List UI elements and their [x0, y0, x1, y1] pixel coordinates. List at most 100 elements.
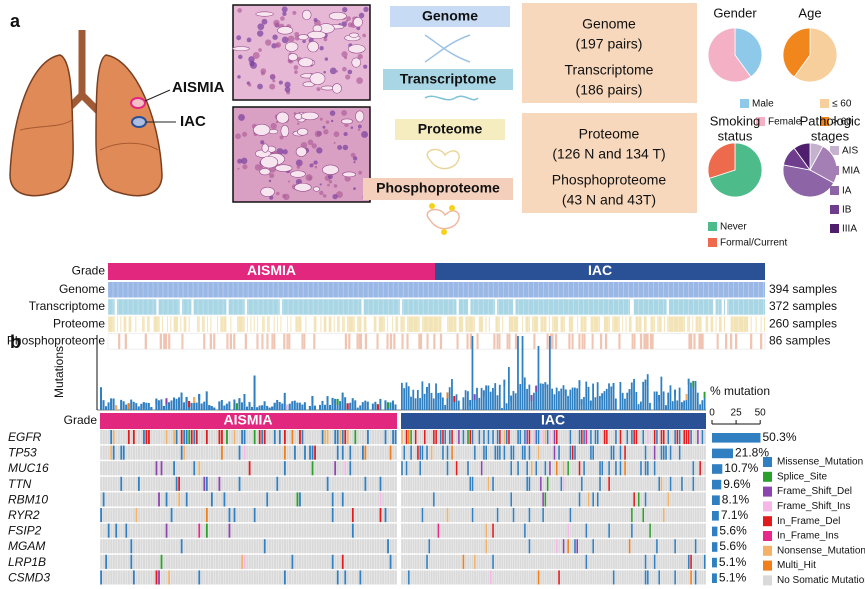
mutation-cell: [205, 523, 208, 538]
cell-texture: [358, 12, 365, 19]
track-gap: [721, 299, 724, 315]
legend-label: IIIA: [842, 224, 857, 235]
gland-texture: [342, 171, 357, 178]
mutation-cell: [662, 445, 665, 460]
mutation-count-bar: [366, 401, 369, 410]
cell-texture: [271, 43, 277, 49]
mutation-cell: [528, 430, 531, 445]
track-gap: [538, 316, 541, 332]
mutation-cell: [384, 508, 387, 523]
legend-swatch: [763, 575, 772, 586]
mutation-count-bar: [455, 394, 458, 410]
mutation-cell: [592, 492, 594, 507]
mutation-cell: [301, 430, 304, 445]
mutation-cell: [562, 461, 565, 476]
track-fill: [618, 333, 621, 350]
mutation-cell: [416, 445, 419, 460]
mutation-cell: [283, 445, 286, 460]
mutation-cell: [157, 570, 160, 585]
mutation-count-bar: [658, 395, 660, 410]
mutation-cell: [446, 508, 449, 523]
mutation-cell: [533, 430, 535, 445]
mutation-count-bar: [471, 336, 474, 410]
row-label: Grade: [64, 413, 98, 427]
mutation-cell: [644, 461, 647, 476]
track-fill: [554, 333, 558, 350]
mutation-cell: [537, 570, 540, 585]
cell-texture: [333, 141, 336, 144]
mutation-count-bar: [410, 396, 412, 410]
mutation-count-bar: [432, 398, 435, 410]
mutation-cell: [667, 492, 670, 507]
gland-texture: [309, 72, 326, 85]
gland-texture: [259, 168, 271, 176]
gland-texture: [351, 57, 362, 68]
mutation-cell: [560, 476, 563, 491]
mutation-cell: [530, 461, 533, 476]
mutation-count-bar: [603, 391, 606, 410]
mutation-count-bar: [426, 386, 428, 393]
mutation-count-bar: [389, 402, 392, 410]
track-gap: [661, 316, 664, 332]
track-gap: [189, 316, 192, 332]
mutation-cell: [589, 445, 592, 460]
value-label: 9.6%: [723, 477, 751, 491]
mutation-cell: [238, 445, 241, 460]
mutation-count-bar: [701, 400, 704, 410]
mutation-count-bar: [162, 406, 165, 410]
cell-texture: [333, 184, 338, 188]
mutation-count-bar: [624, 398, 626, 410]
mutation-cell: [555, 461, 558, 476]
row-label: Phosphoproteome: [7, 334, 105, 348]
pie-title: Pathologic: [800, 113, 861, 128]
mutation-count-bar: [125, 404, 128, 410]
cell-texture: [347, 69, 353, 75]
track-gap: [178, 316, 181, 332]
mutation-count-bar: [140, 403, 143, 410]
cohort-box: [522, 113, 697, 213]
gland-texture: [298, 57, 314, 68]
mutation-cell: [351, 523, 354, 538]
cell-texture: [329, 110, 336, 116]
omic-box: [363, 178, 513, 200]
mutation-count-bar: [608, 383, 610, 410]
mutation-count-bar: [107, 402, 110, 410]
mutation-cell: [690, 430, 692, 445]
mutation-cell: [414, 430, 417, 445]
mutation-cell: [492, 523, 494, 538]
mutation-cell: [635, 430, 638, 445]
gland-texture: [341, 118, 353, 125]
mutation-count-bar: [271, 406, 274, 410]
mutation-cell: [441, 430, 444, 445]
mutation-cell: [528, 445, 531, 460]
mutation-count-bar: [671, 401, 674, 410]
mutation-count-bar: [530, 395, 533, 402]
mutation-cell: [680, 476, 683, 491]
mutation-cell: [605, 430, 608, 445]
mutation-count-bar: [167, 402, 170, 409]
bar: [712, 448, 734, 459]
mutation-cell: [334, 430, 337, 445]
track-gap: [186, 316, 189, 332]
omic-label: Genome: [422, 8, 478, 24]
mutation-cell: [612, 445, 615, 460]
mutation-count-bar: [256, 407, 259, 410]
mutation-cell: [469, 476, 472, 491]
legend-label: Splice_Site: [777, 471, 827, 482]
legend-label: > 60: [832, 117, 852, 128]
cell-texture: [237, 158, 243, 164]
cohort-text: Proteome: [579, 126, 640, 142]
track-gap: [151, 316, 154, 332]
cell-texture: [319, 45, 324, 51]
track-gap: [368, 316, 371, 332]
mutation-cell: [120, 445, 123, 460]
mutation-cell: [473, 554, 476, 569]
gland-texture: [332, 83, 342, 94]
mutation-cell: [569, 445, 572, 460]
gene-label: FSIP2: [8, 524, 42, 538]
mutation-cell: [523, 523, 526, 538]
mutation-count-bar: [266, 405, 269, 410]
cell-texture: [313, 18, 318, 23]
gland-texture: [307, 41, 319, 53]
legend-swatch: [830, 224, 839, 233]
